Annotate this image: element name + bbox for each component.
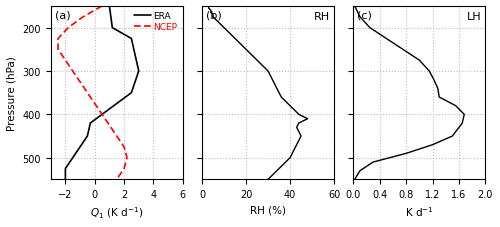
- Text: (c): (c): [358, 10, 372, 20]
- Text: (a): (a): [54, 10, 70, 20]
- NCEP: [62, 59, 68, 62]
- NCEP: [80, 16, 86, 19]
- Text: LH: LH: [467, 12, 481, 22]
- NCEP: [66, 27, 71, 30]
- ERA: [62, 168, 68, 170]
- NCEP: [114, 178, 119, 181]
- NCEP: [99, 114, 105, 116]
- ERA: [106, 5, 112, 8]
- ERA: [88, 122, 94, 125]
- X-axis label: $Q_1$ (K d$^{-1}$): $Q_1$ (K d$^{-1}$): [90, 205, 144, 220]
- X-axis label: RH (%): RH (%): [250, 205, 286, 215]
- ERA: [70, 157, 75, 159]
- Y-axis label: Pressure (hPa): Pressure (hPa): [7, 56, 17, 131]
- ERA: [84, 135, 90, 138]
- ERA: [110, 27, 116, 30]
- ERA: [62, 178, 68, 181]
- X-axis label: K d$^{-1}$: K d$^{-1}$: [405, 205, 434, 219]
- NCEP: [55, 49, 61, 52]
- ERA: [99, 114, 105, 116]
- NCEP: [121, 146, 127, 149]
- NCEP: [92, 103, 98, 105]
- NCEP: [77, 81, 83, 84]
- Line: NCEP: NCEP: [58, 7, 127, 180]
- NCEP: [55, 38, 61, 41]
- Line: ERA: ERA: [66, 7, 138, 180]
- Legend: ERA, NCEP: ERA, NCEP: [134, 11, 178, 32]
- ERA: [128, 38, 134, 41]
- ERA: [128, 92, 134, 95]
- NCEP: [84, 92, 90, 95]
- Text: RH: RH: [314, 12, 330, 22]
- Text: (b): (b): [206, 10, 222, 20]
- NCEP: [114, 135, 119, 138]
- NCEP: [106, 124, 112, 127]
- NCEP: [121, 168, 127, 170]
- ERA: [136, 70, 141, 73]
- NCEP: [70, 70, 75, 73]
- NCEP: [124, 157, 130, 159]
- NCEP: [99, 5, 105, 8]
